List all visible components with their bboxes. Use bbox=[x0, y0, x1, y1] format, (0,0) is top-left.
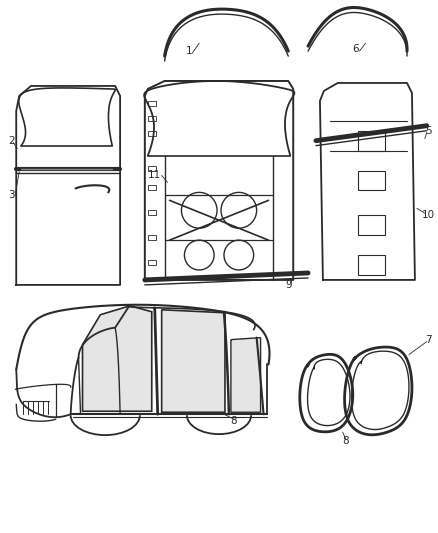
Text: 6: 6 bbox=[352, 44, 359, 54]
Bar bbox=[148, 116, 156, 121]
Text: 10: 10 bbox=[422, 210, 435, 220]
Bar bbox=[148, 235, 156, 240]
PathPatch shape bbox=[162, 310, 225, 412]
Bar bbox=[148, 131, 156, 136]
Bar bbox=[148, 101, 156, 106]
Text: 2: 2 bbox=[8, 136, 14, 146]
Bar bbox=[148, 166, 156, 171]
Text: 5: 5 bbox=[425, 126, 432, 136]
Bar bbox=[148, 211, 156, 215]
Text: 8: 8 bbox=[343, 436, 349, 446]
PathPatch shape bbox=[82, 306, 152, 411]
Text: 8: 8 bbox=[230, 416, 237, 426]
PathPatch shape bbox=[231, 337, 261, 412]
Bar bbox=[148, 260, 156, 265]
Bar bbox=[357, 255, 385, 275]
Bar bbox=[357, 171, 385, 190]
Text: 9: 9 bbox=[285, 280, 292, 290]
Bar bbox=[148, 185, 156, 190]
Text: 11: 11 bbox=[148, 171, 161, 181]
Bar bbox=[357, 215, 385, 235]
Text: 3: 3 bbox=[8, 190, 14, 200]
Text: 7: 7 bbox=[425, 335, 432, 345]
Text: 1: 1 bbox=[186, 46, 193, 56]
Bar bbox=[357, 131, 385, 151]
